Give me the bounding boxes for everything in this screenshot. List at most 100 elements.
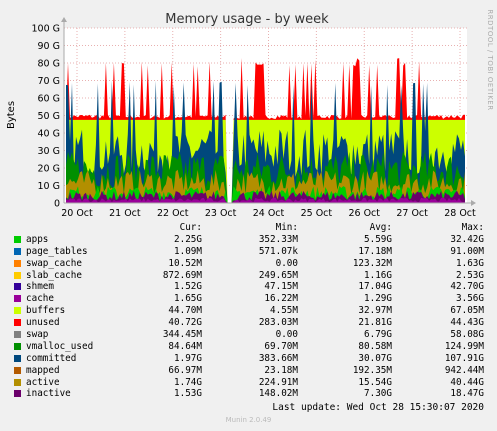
legend-series-name: vmalloc_used bbox=[26, 340, 94, 352]
x-tick-label: 28 Oct bbox=[444, 208, 476, 219]
legend-value-cur: 1.65G bbox=[174, 293, 202, 305]
legend-row-slab-cache: slab_cache 872.69M 249.65M 1.16G 2.53G bbox=[12, 270, 490, 282]
legend-value-avg: 30.07G bbox=[358, 352, 392, 364]
legend-value-max: 58.08G bbox=[450, 329, 484, 341]
legend-row-active: active 1.74G 224.91M 15.54G 40.44G bbox=[12, 377, 490, 389]
legend-value-min: 249.65M bbox=[258, 269, 298, 281]
x-tick-label: 23 Oct bbox=[205, 208, 237, 219]
legend-value-min: 16.22M bbox=[264, 293, 298, 305]
x-tick-labels: 20 Oct 21 Oct 22 Oct 23 Oct 24 Oct 25 Oct 26 O… bbox=[61, 208, 476, 219]
legend-value-cur: 10.52M bbox=[168, 257, 202, 269]
legend-swatch bbox=[14, 259, 21, 267]
legend-value-max: 18.47G bbox=[450, 388, 484, 400]
legend-swatch bbox=[14, 390, 21, 398]
legend-row-inactive: inactive 1.53G 148.02M 7.30G 18.47G bbox=[12, 388, 490, 400]
legend-series-name: slab_cache bbox=[26, 269, 82, 281]
legend-series-name: unused bbox=[26, 317, 60, 329]
legend-value-max: 2.53G bbox=[456, 269, 484, 281]
legend-value-min: 571.07k bbox=[258, 245, 298, 257]
legend-series-name: active bbox=[26, 376, 60, 388]
y-tick-label: 60 G bbox=[38, 94, 60, 105]
legend-swatch bbox=[14, 366, 21, 374]
legend-value-max: 32.42G bbox=[450, 233, 484, 245]
legend-series-name: buffers bbox=[26, 305, 66, 317]
legend-value-min: 4.55M bbox=[270, 305, 298, 317]
header-avg: Avg: bbox=[369, 222, 392, 233]
y-tick-label: 0 bbox=[54, 199, 60, 210]
legend-value-cur: 1.09M bbox=[174, 245, 202, 257]
x-tick-label: 21 Oct bbox=[109, 208, 141, 219]
y-tick-label: 10 G bbox=[38, 181, 60, 192]
x-tick-label: 27 Oct bbox=[396, 208, 428, 219]
legend-value-cur: 1.97G bbox=[174, 352, 202, 364]
legend-swatch bbox=[14, 295, 21, 303]
legend-series-name: committed bbox=[26, 352, 77, 364]
y-tick-label: 50 G bbox=[38, 111, 60, 122]
legend-value-min: 352.33M bbox=[258, 233, 298, 245]
legend-series-name: inactive bbox=[26, 388, 71, 400]
legend-value-min: 283.03M bbox=[258, 317, 298, 329]
legend-series-name: page_tables bbox=[26, 245, 88, 257]
legend-value-min: 23.18M bbox=[264, 364, 298, 376]
legend-value-avg: 1.29G bbox=[364, 293, 392, 305]
legend-value-avg: 6.79G bbox=[364, 329, 392, 341]
legend-value-cur: 66.97M bbox=[168, 364, 202, 376]
legend-rows: apps 2.25G 352.33M 5.59G 32.42G page_tables 1.… bbox=[12, 234, 490, 400]
legend-value-cur: 44.70M bbox=[168, 305, 202, 317]
legend-value-avg: 5.59G bbox=[364, 233, 392, 245]
legend-swatch bbox=[14, 354, 21, 362]
x-axis-arrow bbox=[471, 200, 476, 206]
legend-value-cur: 2.25G bbox=[174, 233, 202, 245]
legend-value-min: 383.66M bbox=[258, 352, 298, 364]
legend-row-unused: unused 40.72G 283.03M 21.81G 44.43G bbox=[12, 317, 490, 329]
series-band-cache bbox=[66, 197, 465, 203]
legend-swatch bbox=[14, 342, 21, 350]
legend-value-max: 67.05M bbox=[450, 305, 484, 317]
legend-value-max: 40.44G bbox=[450, 376, 484, 388]
legend-value-avg: 7.30G bbox=[364, 388, 392, 400]
y-axis-arrow bbox=[61, 17, 67, 22]
legend-row-swap: swap 344.45M 0.00 6.79G 58.08G bbox=[12, 329, 490, 341]
legend-swatch bbox=[14, 271, 21, 279]
legend-value-cur: 1.74G bbox=[174, 376, 202, 388]
legend-row-apps: apps 2.25G 352.33M 5.59G 32.42G bbox=[12, 234, 490, 246]
legend-series-name: cache bbox=[26, 293, 54, 305]
header-max: Max: bbox=[461, 222, 484, 233]
legend-value-max: 42.70G bbox=[450, 281, 484, 293]
legend-value-max: 91.00M bbox=[450, 245, 484, 257]
legend-value-avg: 17.04G bbox=[358, 281, 392, 293]
legend-series-name: mapped bbox=[26, 364, 60, 376]
chart-title: Memory usage - by week bbox=[165, 12, 329, 27]
legend-value-min: 0.00 bbox=[275, 257, 298, 269]
y-tick-label: 20 G bbox=[38, 164, 60, 175]
legend-value-max: 3.56G bbox=[456, 293, 484, 305]
legend-row-vmalloc-used: vmalloc_used 84.64M 69.70M 80.58M 124.99M bbox=[12, 341, 490, 353]
legend-value-avg: 192.35M bbox=[352, 364, 392, 376]
legend-value-avg: 32.97M bbox=[358, 305, 392, 317]
legend-value-avg: 21.81G bbox=[358, 317, 392, 329]
x-tick-label: 20 Oct bbox=[61, 208, 93, 219]
y-tick-label: 90 G bbox=[38, 41, 60, 52]
legend-swatch bbox=[14, 283, 21, 291]
x-tick-label: 22 Oct bbox=[157, 208, 189, 219]
legend-series-name: apps bbox=[26, 233, 49, 245]
legend-value-max: 124.99M bbox=[444, 340, 484, 352]
legend-value-avg: 17.18M bbox=[358, 245, 392, 257]
legend-swatch bbox=[14, 247, 21, 255]
legend-value-cur: 872.69M bbox=[162, 269, 202, 281]
axis-layer bbox=[61, 17, 476, 206]
x-tick-label: 24 Oct bbox=[253, 208, 285, 219]
legend-value-min: 224.91M bbox=[258, 376, 298, 388]
legend-table: Cur: Min: Avg: Max: apps 2.25G 352.33M 5.59… bbox=[12, 222, 490, 400]
munin-version: Munin 2.0.49 bbox=[225, 416, 272, 424]
header-min: Min: bbox=[275, 222, 298, 233]
legend-swatch bbox=[14, 307, 21, 315]
header-cur: Cur: bbox=[179, 222, 202, 233]
x-tick-label: 25 Oct bbox=[301, 208, 333, 219]
legend-value-cur: 1.53G bbox=[174, 388, 202, 400]
legend-swatch bbox=[14, 235, 21, 243]
legend-value-max: 44.43G bbox=[450, 317, 484, 329]
legend-value-min: 148.02M bbox=[258, 388, 298, 400]
y-axis-label: Bytes bbox=[6, 101, 17, 129]
